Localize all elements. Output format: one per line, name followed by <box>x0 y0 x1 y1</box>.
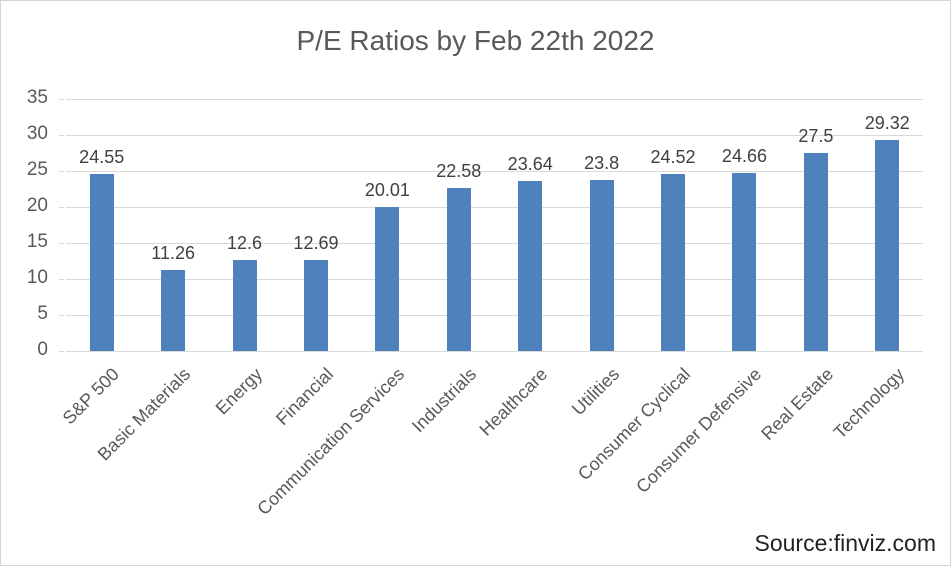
gridline <box>66 171 923 172</box>
x-axis-category-label: Financial <box>272 364 338 430</box>
bar-basic-materials <box>161 269 186 351</box>
bar-consumer-cyclical <box>661 174 686 351</box>
bar-real-estate <box>803 153 828 351</box>
bar-communication-services <box>375 206 400 351</box>
data-label: 23.8 <box>584 152 620 173</box>
x-axis-category-label: Utilities <box>567 364 623 420</box>
x-axis-category-label: Industrials <box>407 364 480 437</box>
data-label: 24.66 <box>721 146 767 167</box>
x-axis-category-label: Technology <box>829 364 909 443</box>
y-axis-tick <box>59 315 64 316</box>
data-label: 12.69 <box>293 232 339 253</box>
y-axis-tick-label: 0 <box>37 339 48 361</box>
y-axis-tick-label: 30 <box>26 123 48 145</box>
bar-energy <box>232 260 257 351</box>
y-axis-tick-label: 25 <box>26 159 48 181</box>
x-axis-category-label: Energy <box>211 364 266 419</box>
source-label: Source:finviz.com <box>754 530 936 556</box>
bar-industrials <box>446 188 471 351</box>
bar-technology <box>875 139 900 351</box>
y-axis-tick <box>59 351 64 352</box>
x-axis-category-label: Healthcare <box>475 364 552 440</box>
data-label: 27.5 <box>798 126 834 146</box>
gridline <box>66 99 923 100</box>
data-label: 24.55 <box>79 147 125 168</box>
y-axis-tick-label: 10 <box>26 267 48 289</box>
x-axis-category-label: Real Estate <box>757 364 838 444</box>
bar-consumer-defensive <box>732 173 757 351</box>
gridline <box>66 279 923 280</box>
x-axis-category-label: Communication Services <box>253 364 409 519</box>
bar-utilities <box>589 179 614 351</box>
bar-s-p-500 <box>89 174 114 351</box>
gridline <box>66 351 923 352</box>
data-label: 11.26 <box>151 242 195 263</box>
data-label: 20.01 <box>364 179 410 200</box>
y-axis-tick-label: 35 <box>26 87 48 109</box>
gridline <box>66 135 923 136</box>
gridline <box>66 243 923 244</box>
data-label: 22.58 <box>436 161 482 182</box>
data-label: 23.64 <box>507 153 553 174</box>
x-axis-category-label: S&P 500 <box>58 364 123 429</box>
chart-title: P/E Ratios by Feb 22th 2022 <box>296 25 655 56</box>
x-axis-category-label: Consumer Defensive <box>632 364 766 497</box>
y-axis-tick <box>59 207 64 208</box>
y-axis-tick-label: 15 <box>26 231 48 253</box>
bar-financial <box>303 259 328 351</box>
data-label: 12.6 <box>227 233 263 254</box>
y-axis-tick <box>59 279 64 280</box>
data-label: 29.32 <box>864 112 910 133</box>
y-axis-tick <box>59 135 64 136</box>
gridline <box>66 207 923 208</box>
y-axis-tick <box>59 99 64 100</box>
data-label: 24.52 <box>650 147 696 168</box>
y-axis-tick-label: 5 <box>37 303 48 325</box>
y-axis-tick <box>59 171 64 172</box>
gridline <box>66 315 923 316</box>
bar-healthcare <box>518 180 543 351</box>
y-axis-tick-label: 20 <box>26 195 48 217</box>
y-axis-tick <box>59 243 64 244</box>
